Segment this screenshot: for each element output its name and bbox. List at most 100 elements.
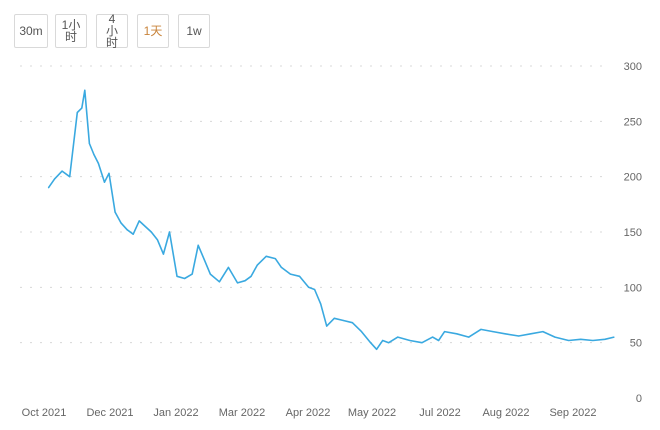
timeframe-1h-button[interactable]: 1小时 bbox=[55, 14, 87, 48]
price-point bbox=[492, 331, 494, 333]
price-point bbox=[108, 172, 110, 174]
timeframe-4h-label: 4小时 bbox=[105, 12, 118, 50]
price-point bbox=[409, 339, 411, 342]
price-point bbox=[156, 239, 158, 241]
price-point bbox=[613, 336, 615, 338]
price-point bbox=[314, 288, 316, 291]
price-point bbox=[351, 322, 354, 324]
price-point bbox=[604, 338, 606, 340]
price-point bbox=[326, 325, 328, 327]
grid-lines bbox=[20, 65, 610, 344]
price-point bbox=[397, 336, 399, 338]
price-point bbox=[342, 319, 344, 322]
price-point bbox=[265, 255, 267, 257]
price-point bbox=[456, 333, 458, 335]
y-tick-label: 300 bbox=[624, 61, 642, 73]
price-point bbox=[289, 273, 292, 275]
x-tick-label: Sep 2022 bbox=[549, 407, 596, 419]
price-point bbox=[53, 178, 56, 180]
price-point bbox=[333, 317, 335, 319]
price-point bbox=[114, 211, 116, 213]
x-axis: Oct 2021 Dec 2021 Jan 2022 Mar 2022 Apr 2022… bbox=[22, 407, 597, 419]
price-point bbox=[504, 333, 506, 335]
price-point bbox=[61, 170, 63, 172]
y-axis: 0 50 100 150 200 250 300 bbox=[624, 61, 642, 405]
price-point bbox=[209, 273, 211, 275]
price-point bbox=[369, 342, 372, 344]
price-point bbox=[592, 339, 594, 342]
price-point bbox=[360, 331, 363, 333]
price-point bbox=[530, 333, 532, 335]
price-point bbox=[97, 162, 100, 164]
x-tick-label: Aug 2022 bbox=[482, 407, 529, 419]
price-point bbox=[468, 336, 470, 338]
price-point bbox=[168, 231, 171, 233]
price-point bbox=[480, 328, 482, 330]
price-point bbox=[250, 275, 252, 277]
price-point bbox=[81, 107, 83, 109]
price-point bbox=[144, 225, 146, 228]
price-point bbox=[218, 281, 220, 283]
x-tick-label: Mar 2022 bbox=[219, 407, 265, 419]
timeframe-1w-label: 1w bbox=[186, 24, 202, 38]
price-point bbox=[580, 338, 582, 340]
y-tick-label: 150 bbox=[624, 227, 642, 239]
price-point bbox=[444, 331, 446, 333]
timeframe-1h-label: 1小时 bbox=[61, 18, 81, 44]
price-point bbox=[298, 275, 301, 277]
price-line bbox=[47, 89, 615, 351]
x-tick-label: Oct 2021 bbox=[22, 407, 67, 419]
timeframe-30m-label: 30m bbox=[19, 24, 43, 38]
x-tick-label: Jan 2022 bbox=[153, 407, 198, 419]
y-tick-label: 100 bbox=[624, 282, 642, 294]
price-point bbox=[191, 273, 193, 275]
x-tick-label: Dec 2021 bbox=[86, 407, 133, 419]
timeframe-1d-label: 1天 bbox=[143, 24, 163, 38]
price-point bbox=[197, 244, 199, 246]
price-series bbox=[47, 89, 615, 351]
price-point bbox=[103, 181, 106, 183]
price-point bbox=[256, 264, 258, 266]
timeframe-1d-button[interactable]: 1天 bbox=[137, 14, 169, 48]
price-point bbox=[542, 331, 544, 333]
price-point bbox=[162, 253, 165, 255]
price-point bbox=[382, 339, 384, 342]
price-point bbox=[76, 111, 78, 114]
price-point bbox=[388, 342, 390, 344]
price-point bbox=[120, 222, 122, 224]
price-point bbox=[421, 342, 423, 344]
price-point bbox=[568, 339, 570, 342]
price-point bbox=[307, 286, 310, 288]
price-point bbox=[379, 344, 381, 346]
price-point bbox=[236, 282, 239, 284]
price-point bbox=[518, 335, 520, 337]
price-point bbox=[376, 348, 378, 350]
y-tick-label: 0 bbox=[636, 393, 642, 405]
price-point bbox=[244, 280, 246, 282]
price-point bbox=[203, 259, 205, 261]
price-point bbox=[176, 275, 178, 277]
timeframe-1w-button[interactable]: 1w bbox=[178, 14, 210, 48]
price-point bbox=[69, 176, 71, 178]
price-point bbox=[280, 266, 282, 269]
price-point bbox=[126, 229, 128, 231]
price-point bbox=[47, 187, 50, 189]
price-point bbox=[84, 89, 86, 91]
timeframe-30m-button[interactable]: 30m bbox=[14, 14, 48, 48]
timeframe-4h-button[interactable]: 4小时 bbox=[96, 12, 128, 50]
price-point bbox=[274, 257, 276, 260]
price-point bbox=[150, 231, 152, 233]
y-tick-label: 250 bbox=[624, 116, 642, 128]
price-point bbox=[320, 303, 322, 305]
price-point bbox=[93, 153, 95, 156]
price-point bbox=[437, 339, 440, 342]
x-tick-label: Jul 2022 bbox=[419, 407, 461, 419]
x-tick-label: May 2022 bbox=[348, 407, 396, 419]
price-point bbox=[227, 266, 230, 269]
price-point bbox=[132, 233, 134, 235]
price-point bbox=[138, 220, 140, 222]
price-point bbox=[554, 336, 556, 338]
price-point bbox=[88, 142, 90, 145]
price-point bbox=[184, 277, 186, 280]
